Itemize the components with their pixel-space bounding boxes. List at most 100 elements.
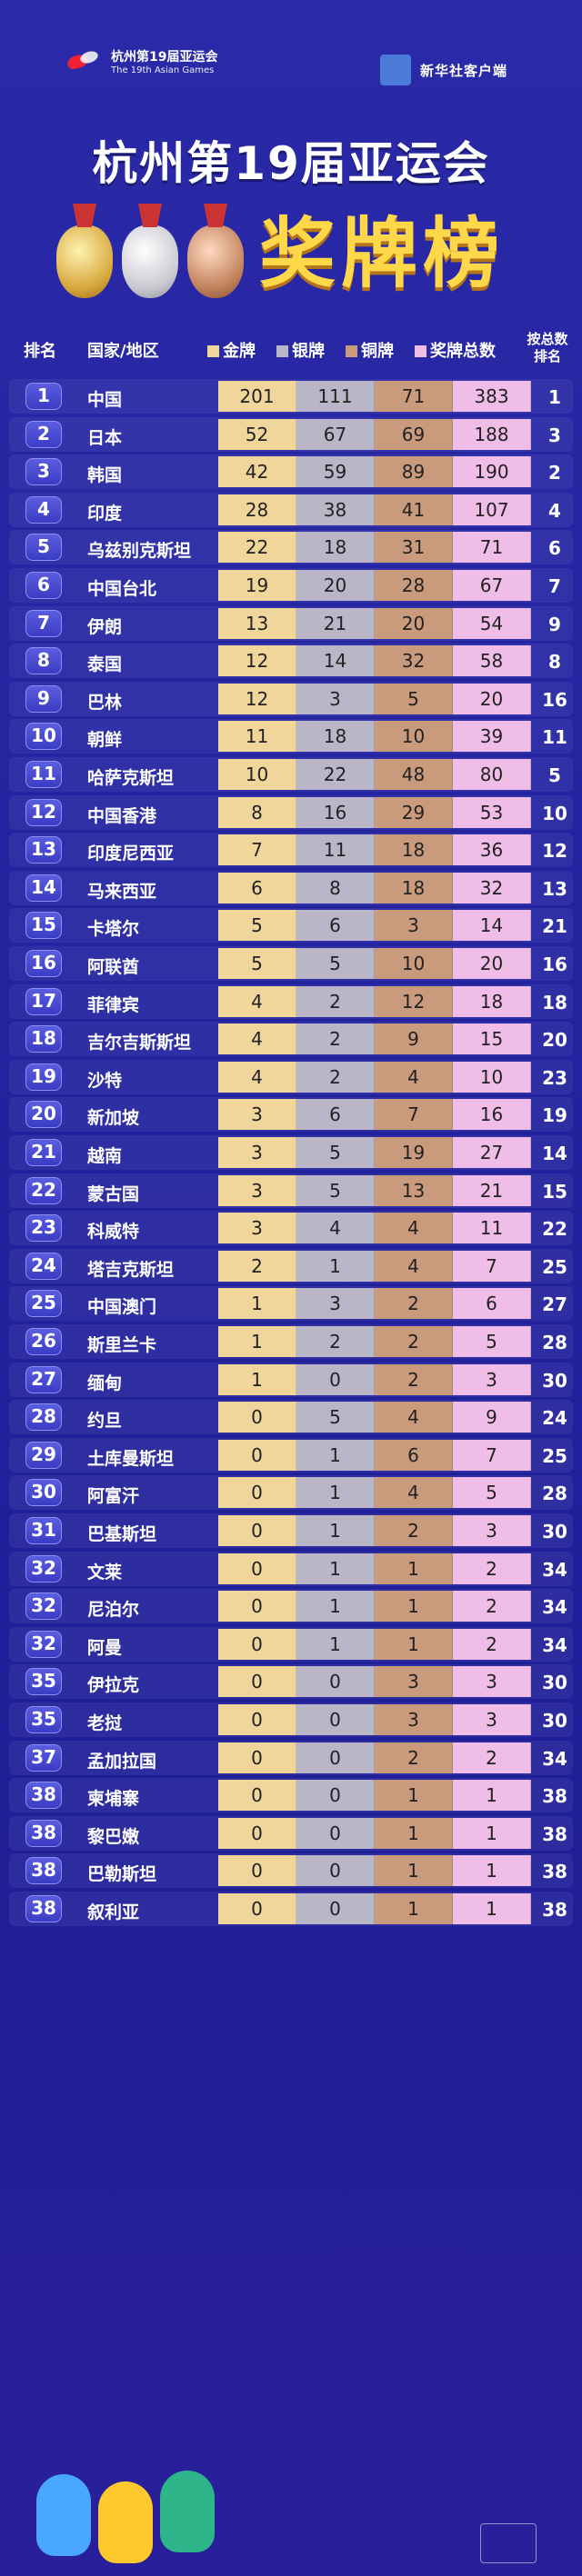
rank-badge: 23 <box>25 1214 62 1243</box>
bronze-swatch-icon <box>346 345 357 357</box>
brand-text: 新华社客户端 <box>420 62 508 79</box>
gold-count: 0 <box>218 1666 296 1698</box>
total-count: 7 <box>453 1250 531 1282</box>
logo-cn-text: 杭州第19届亚运会 <box>111 50 218 65</box>
rank-by-total: 13 <box>542 877 567 900</box>
silver-count: 5 <box>296 1137 375 1168</box>
table-row: 17 菲律宾 4 2 12 18 18 <box>0 983 582 1021</box>
country-name: 巴基斯坦 <box>87 1524 157 1544</box>
rank-badge: 1 <box>25 383 62 410</box>
country-name: 沙特 <box>87 1070 123 1091</box>
corner-logo-icon <box>480 2523 537 2563</box>
col-gold: 金牌 <box>207 338 256 362</box>
gold-swatch-icon <box>207 345 219 357</box>
gold-count: 28 <box>218 494 296 525</box>
rank-by-total: 4 <box>548 499 561 522</box>
medal-cells: 7 11 18 36 <box>218 834 532 866</box>
gold-count: 1 <box>218 1288 296 1320</box>
total-count: 2 <box>453 1591 531 1622</box>
bronze-count: 48 <box>375 759 453 790</box>
total-swatch-icon <box>415 345 426 357</box>
country-name: 科威特 <box>87 1222 140 1243</box>
total-count: 3 <box>453 1515 531 1546</box>
table-row: 13 印度尼西亚 7 11 18 36 12 <box>0 831 582 869</box>
bronze-count: 1 <box>375 1780 453 1812</box>
total-count: 15 <box>453 1023 531 1055</box>
table-row: 18 吉尔吉斯斯坦 4 2 9 15 20 <box>0 1020 582 1058</box>
table-header: 排名 国家/地区 金牌 银牌 铜牌 奖牌总数 按总数 排名 <box>0 331 582 367</box>
total-count: 188 <box>453 418 531 450</box>
table-row: 26 斯里兰卡 1 2 2 5 28 <box>0 1323 582 1361</box>
country-name: 印度尼西亚 <box>87 844 175 864</box>
rank-badge: 30 <box>25 1479 62 1507</box>
silver-count: 1 <box>296 1250 375 1282</box>
gold-count: 0 <box>218 1628 296 1660</box>
silver-count: 18 <box>296 721 375 753</box>
gold-count: 10 <box>218 759 296 790</box>
bronze-count: 1 <box>375 1855 453 1887</box>
mascot-icon <box>160 2471 215 2552</box>
silver-count: 21 <box>296 607 375 639</box>
bronze-count: 3 <box>375 1704 453 1735</box>
gold-count: 0 <box>218 1855 296 1887</box>
rank-badge: 32 <box>25 1630 62 1658</box>
bronze-count: 2 <box>375 1326 453 1357</box>
silver-count: 5 <box>296 948 375 979</box>
rank-by-total: 34 <box>542 1558 567 1581</box>
silver-count: 14 <box>296 645 375 677</box>
medal-cells: 19 20 28 67 <box>218 570 532 601</box>
silver-count: 6 <box>296 910 375 942</box>
rank-badge: 37 <box>25 1743 62 1772</box>
table-row: 5 乌兹别克斯坦 22 18 31 71 6 <box>0 528 582 566</box>
rank-by-total: 7 <box>548 575 561 597</box>
country-name: 朝鲜 <box>87 730 123 751</box>
total-count: 2 <box>453 1628 531 1660</box>
rank-by-total: 24 <box>542 1407 567 1430</box>
rank-badge: 24 <box>25 1252 62 1280</box>
country-name: 伊拉克 <box>87 1675 140 1696</box>
total-count: 1 <box>453 1855 531 1887</box>
gold-count: 11 <box>218 721 296 753</box>
country-name: 阿富汗 <box>87 1486 140 1507</box>
silver-count: 2 <box>296 1326 375 1357</box>
gold-count: 0 <box>218 1742 296 1773</box>
bronze-count: 1 <box>375 1553 453 1584</box>
country-name: 新加坡 <box>87 1108 140 1129</box>
country-name: 巴勒斯坦 <box>87 1864 157 1885</box>
brand-emblem-icon <box>380 55 411 85</box>
silver-count: 18 <box>296 532 375 564</box>
gold-count: 13 <box>218 607 296 639</box>
rank-badge: 2 <box>25 420 62 448</box>
total-count: 383 <box>453 381 531 412</box>
bronze-count: 4 <box>375 1250 453 1282</box>
rank-by-total: 10 <box>542 802 567 824</box>
rank-by-total: 16 <box>542 688 567 711</box>
rank-by-total: 14 <box>542 1143 567 1164</box>
rank-badge: 20 <box>25 1101 62 1129</box>
bronze-count: 4 <box>375 1477 453 1509</box>
gold-count: 201 <box>218 381 296 412</box>
rank-by-total: 3 <box>548 424 561 446</box>
country-name: 斯里兰卡 <box>87 1335 157 1355</box>
silver-count: 1 <box>296 1515 375 1546</box>
asian-games-emblem-icon <box>64 48 104 75</box>
bronze-count: 2 <box>375 1742 453 1773</box>
gold-count: 2 <box>218 1250 296 1282</box>
bronze-count: 1 <box>375 1628 453 1660</box>
gold-count: 0 <box>218 1553 296 1584</box>
rank-badge: 35 <box>25 1706 62 1733</box>
country-name: 日本 <box>87 427 123 448</box>
country-name: 马来西亚 <box>87 881 157 902</box>
rank-badge: 6 <box>25 572 62 599</box>
total-count: 3 <box>453 1666 531 1698</box>
total-count: 58 <box>453 645 531 677</box>
rank-by-total: 38 <box>542 1899 567 1921</box>
gold-count: 0 <box>218 1402 296 1433</box>
rank-badge: 4 <box>25 495 62 524</box>
bronze-count: 10 <box>375 721 453 753</box>
